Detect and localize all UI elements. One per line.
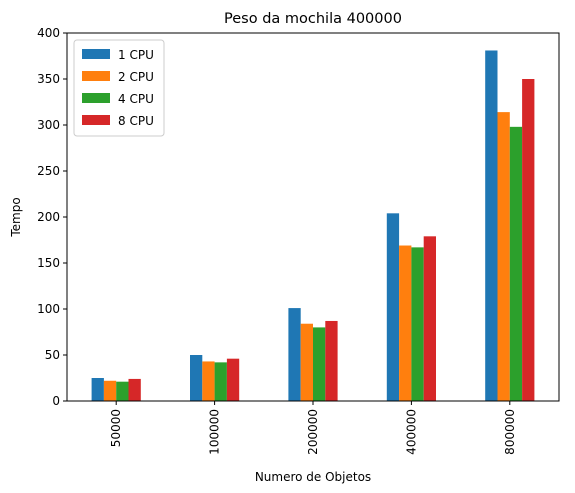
y-tick-label: 250	[37, 164, 60, 178]
legend-swatch	[82, 93, 110, 103]
y-axis-label: Tempo	[9, 197, 23, 237]
bar-4-cpu-50000	[116, 381, 129, 401]
bar-1-cpu-400000	[386, 213, 400, 401]
legend: 1 CPU 2 CPU 4 CPU 8 CPU	[73, 39, 165, 137]
bar-8-cpu-800000	[522, 79, 535, 401]
bar-4-cpu-800000	[509, 126, 523, 401]
bar-2-cpu-800000	[497, 112, 510, 402]
x-tick-label: 200000	[306, 409, 320, 455]
y-tick-label: 50	[45, 348, 60, 362]
x-tick-label: 800000	[503, 409, 517, 455]
legend-swatch	[82, 115, 110, 125]
y-tick-label: 150	[37, 256, 60, 270]
bar-8-cpu-200000	[325, 320, 338, 401]
y-tick-label: 200	[37, 210, 60, 224]
bar-4-cpu-200000	[313, 327, 326, 401]
bar-2-cpu-50000	[103, 380, 117, 401]
y-tick-label: 350	[37, 72, 60, 86]
bar-2-cpu-400000	[399, 245, 412, 401]
y-tick-label: 400	[37, 26, 60, 40]
legend-swatch	[82, 49, 110, 59]
y-tick-label: 0	[52, 394, 60, 408]
plot-area: 0 50 100 150 200 250 300 350 400 50000 100000 20000…	[37, 26, 560, 455]
legend-label: 2 CPU	[118, 70, 154, 84]
bar-4-cpu-100000	[214, 362, 227, 401]
bar-2-cpu-200000	[300, 323, 313, 401]
y-tick-label: 300	[37, 118, 60, 132]
x-tick-label: 50000	[109, 409, 123, 447]
legend-label: 8 CPU	[118, 114, 154, 128]
bar-8-cpu-50000	[128, 378, 141, 401]
y-tick-label: 100	[37, 302, 60, 316]
bar-8-cpu-400000	[423, 236, 436, 401]
legend-swatch	[82, 71, 110, 81]
bar-4-cpu-400000	[411, 247, 424, 401]
x-tick-label: 400000	[404, 409, 418, 455]
x-axis-label: Numero de Objetos	[255, 470, 371, 484]
bar-1-cpu-50000	[91, 378, 104, 401]
bar-1-cpu-800000	[485, 50, 498, 401]
legend-box	[73, 39, 165, 137]
chart-title: Peso da mochila 400000	[224, 11, 402, 27]
bar-8-cpu-100000	[226, 358, 240, 401]
legend-label: 4 CPU	[118, 92, 154, 106]
bar-1-cpu-100000	[190, 355, 203, 401]
bar-1-cpu-200000	[288, 308, 301, 401]
x-tick-label: 100000	[208, 409, 222, 455]
bar-2-cpu-100000	[202, 361, 215, 401]
legend-label: 1 CPU	[118, 48, 154, 62]
